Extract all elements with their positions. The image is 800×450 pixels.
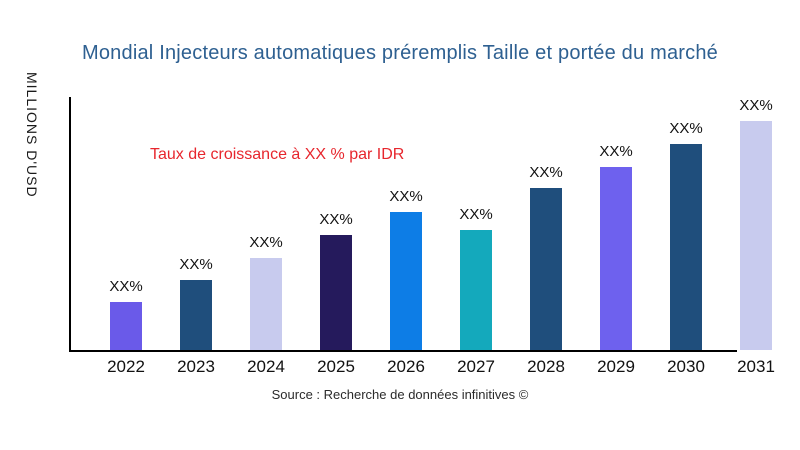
bar-value-label-2022: XX% — [109, 278, 143, 295]
x-axis-line — [69, 350, 737, 352]
bar-value-label-2024: XX% — [249, 234, 283, 251]
bar-value-label-2030: XX% — [669, 120, 703, 137]
bar-group-2031: XX% 2031 — [721, 0, 791, 450]
bar-group-2023: XX% 2023 — [161, 0, 231, 450]
x-tick-label-2028: 2028 — [527, 357, 565, 376]
x-tick-label-2022: 2022 — [107, 357, 145, 376]
bar-group-2030: XX% 2030 — [651, 0, 721, 450]
bar-value-label-2028: XX% — [529, 164, 563, 181]
bar-group-2028: XX% 2028 — [511, 0, 581, 450]
bar-value-label-2031: XX% — [739, 97, 773, 114]
bar-value-label-2025: XX% — [319, 211, 353, 228]
bar-2029 — [600, 167, 632, 350]
bar-group-2022: XX% 2022 — [91, 0, 161, 450]
y-axis-label: MILLIONS D'USD — [24, 72, 40, 198]
bar-2028 — [530, 188, 562, 350]
bar-2031 — [740, 121, 772, 350]
chart-title: Mondial Injecteurs automatiques prérempl… — [82, 42, 718, 64]
bar-2030 — [670, 144, 702, 350]
bar-value-label-2029: XX% — [599, 143, 633, 160]
growth-rate-annotation: Taux de croissance à XX % par IDR — [150, 146, 405, 163]
bar-group-2024: XX% 2024 — [231, 0, 301, 450]
x-tick-label-2024: 2024 — [247, 357, 285, 376]
x-tick-label-2031: 2031 — [737, 357, 775, 376]
bar-value-label-2026: XX% — [389, 188, 423, 205]
bar-2024 — [250, 258, 282, 350]
x-tick-label-2025: 2025 — [317, 357, 355, 376]
x-tick-label-2029: 2029 — [597, 357, 635, 376]
bar-2027 — [460, 230, 492, 350]
bar-2025 — [320, 235, 352, 350]
bar-value-label-2023: XX% — [179, 256, 213, 273]
y-axis-line — [69, 97, 71, 352]
bar-2022 — [110, 302, 142, 350]
bar-group-2029: XX% 2029 — [581, 0, 651, 450]
source-caption: Source : Recherche de données infinitive… — [271, 387, 529, 402]
bar-2026 — [390, 212, 422, 350]
x-tick-label-2023: 2023 — [177, 357, 215, 376]
bar-value-label-2027: XX% — [459, 206, 493, 223]
x-tick-label-2026: 2026 — [387, 357, 425, 376]
bar-2023 — [180, 280, 212, 350]
bar-group-2027: XX% 2027 — [441, 0, 511, 450]
x-tick-label-2030: 2030 — [667, 357, 705, 376]
x-tick-label-2027: 2027 — [457, 357, 495, 376]
bar-group-2026: XX% 2026 — [371, 0, 441, 450]
bar-group-2025: XX% 2025 — [301, 0, 371, 450]
